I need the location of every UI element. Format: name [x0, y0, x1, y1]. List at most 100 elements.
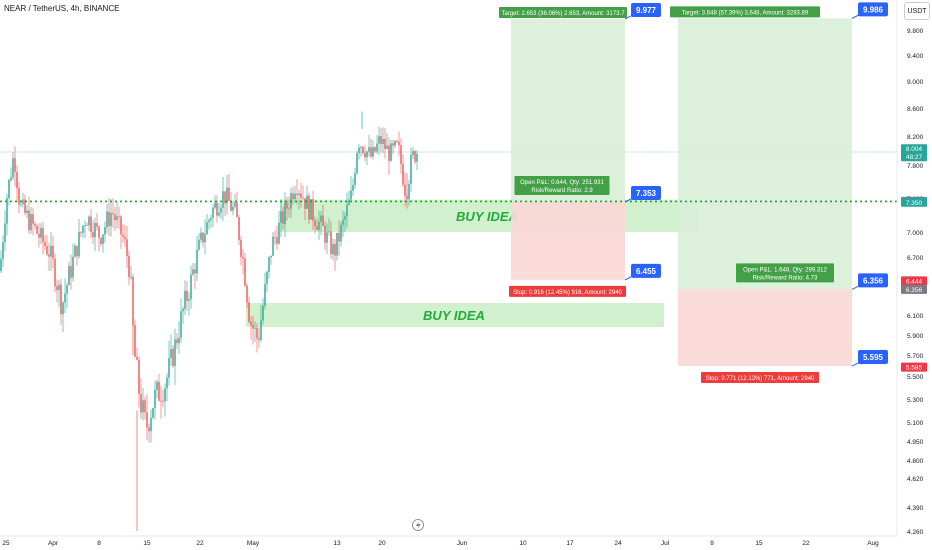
candle: [176, 333, 178, 349]
candle-body: [294, 193, 296, 200]
candle-body: [386, 145, 388, 149]
candle-body: [196, 249, 198, 274]
candle: [222, 177, 224, 222]
candle-body: [100, 237, 102, 244]
candle-body: [112, 212, 114, 215]
candle: [158, 373, 160, 402]
candle-body: [254, 327, 256, 329]
candle: [200, 227, 202, 244]
candle-body: [332, 243, 334, 255]
candle-body: [198, 239, 200, 250]
candle-body: [218, 212, 220, 216]
entry-callout-box: [858, 273, 888, 288]
candle: [6, 193, 8, 236]
buy-zones: BUY IDEA BUY IDEA: [246, 199, 698, 327]
candle: [246, 283, 248, 309]
x-tick-label: 13: [333, 540, 341, 547]
candle: [194, 263, 196, 290]
candle-body: [264, 284, 266, 306]
candle: [68, 261, 70, 286]
candle: [330, 221, 332, 259]
candle-body: [312, 199, 314, 221]
candle-body: [20, 203, 22, 205]
candle: [38, 223, 40, 248]
candle: [314, 216, 316, 234]
candle: [144, 396, 146, 420]
candle: [336, 232, 338, 261]
candle: [308, 192, 310, 224]
candle-body: [10, 177, 12, 180]
candle-body: [322, 215, 324, 226]
candle-body: [48, 254, 50, 257]
candle: [316, 218, 318, 231]
candle-body: [142, 400, 144, 413]
candle-body: [60, 284, 62, 315]
candle-body: [34, 223, 36, 226]
x-tick-label: 22: [196, 540, 204, 547]
price-marker-text: 6.356: [906, 287, 923, 294]
candle: [268, 256, 270, 279]
candle-body: [346, 204, 348, 217]
candle-body: [374, 147, 376, 152]
candle: [92, 220, 94, 244]
candle-body: [324, 225, 326, 243]
candle-body: [236, 202, 238, 218]
candle-body: [316, 226, 318, 230]
candle: [218, 203, 220, 218]
candle-body: [152, 408, 154, 418]
candle-body: [308, 195, 310, 220]
candle-body: [202, 232, 204, 243]
candle: [54, 253, 56, 293]
candle: [136, 347, 138, 361]
candle-body: [258, 338, 260, 340]
candle-body: [376, 143, 378, 152]
candle-body: [192, 269, 194, 275]
x-tick-label: 8: [710, 540, 714, 547]
candle: [152, 407, 154, 420]
candle-body: [164, 388, 166, 402]
candle: [216, 195, 218, 223]
x-tick-label: May: [247, 540, 260, 547]
candle-body: [348, 199, 350, 205]
candle-body: [2, 242, 4, 259]
x-tick-label: 25: [2, 540, 10, 547]
candle: [318, 210, 320, 241]
candle: [120, 215, 122, 250]
y-tick-label: 9.800: [907, 28, 924, 35]
stop-box: [701, 372, 819, 384]
candle: [342, 210, 344, 238]
candle-body: [328, 231, 330, 233]
symbol-title: NEAR / TetherUS, 4h, BINANCE: [4, 4, 120, 13]
candle: [388, 137, 390, 175]
open-pnl-text: Open P&L: 0.644, Qty: 251.931: [520, 180, 604, 186]
positions: [511, 18, 852, 367]
candle: [90, 209, 92, 239]
candle: [46, 235, 48, 257]
candle: [306, 185, 308, 209]
currency-button[interactable]: USDT: [904, 2, 930, 20]
candle-body: [150, 417, 152, 432]
candle-body: [200, 232, 202, 240]
candle-body: [314, 220, 316, 227]
candle-body: [268, 257, 270, 273]
candle: [396, 139, 398, 144]
candle: [118, 206, 120, 230]
candle: [324, 220, 326, 251]
candle: [374, 146, 376, 153]
candle-body: [0, 258, 2, 271]
candle-body: [6, 197, 8, 224]
target-text: Target: 2.653 (36.06%) 2.653, Amount: 31…: [501, 11, 625, 17]
candle-body: [274, 236, 276, 238]
candle: [242, 249, 244, 275]
y-tick-label: 4.260: [907, 529, 924, 536]
candle: [36, 224, 38, 235]
candle: [266, 270, 268, 293]
candle: [34, 221, 36, 230]
y-tick-label: 4.950: [907, 439, 924, 446]
candle-body: [50, 245, 52, 257]
candle-body: [54, 258, 56, 287]
candle: [226, 175, 228, 215]
candle-body: [136, 356, 138, 360]
profit-area: [511, 18, 625, 202]
